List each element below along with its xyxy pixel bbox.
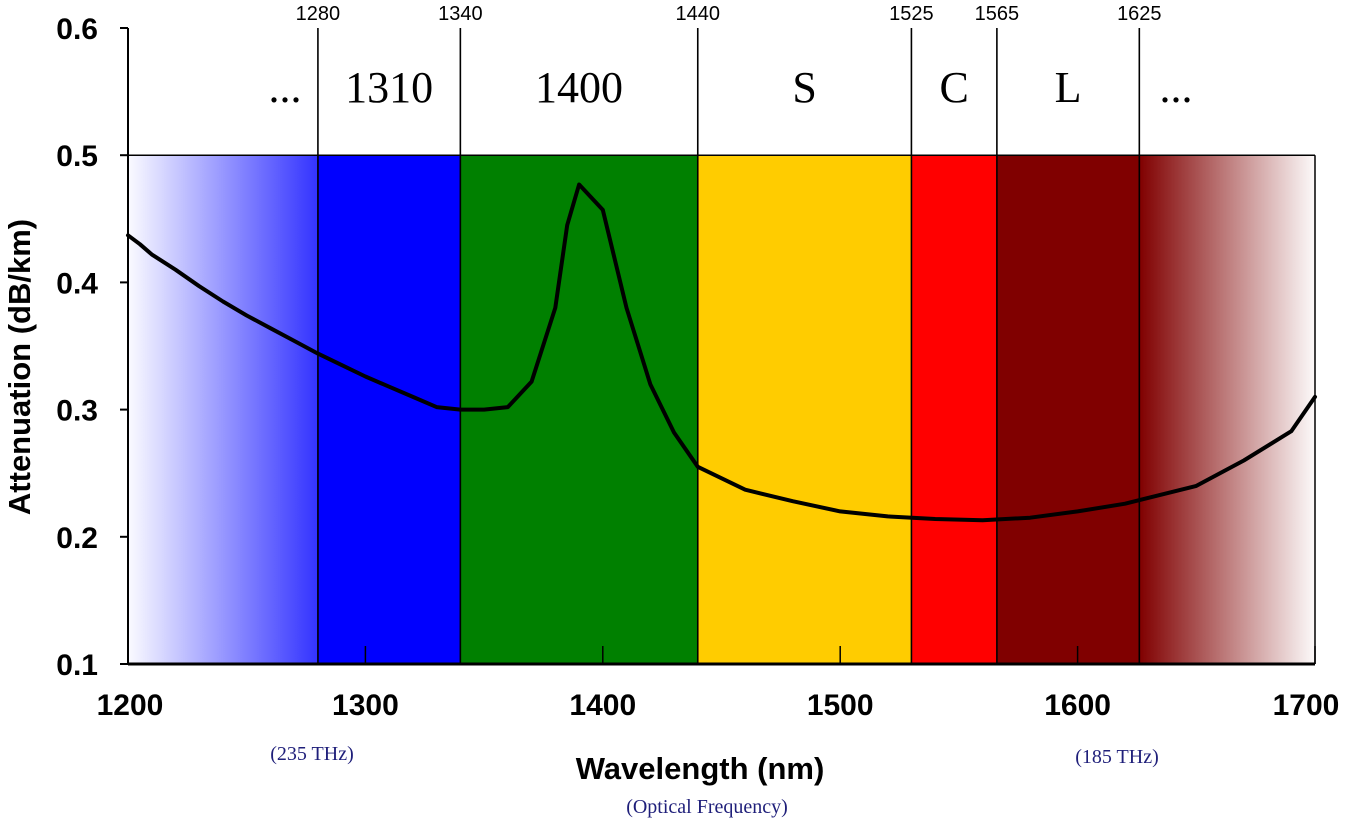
band-region-3: [697, 155, 912, 664]
band-label-5: L: [1055, 63, 1082, 112]
band-region-6: [1139, 155, 1315, 664]
y-tick-label-0: 0.1: [56, 649, 98, 682]
y-tick-labels: 0.1 0.2 0.3 0.4 0.5 0.6: [56, 13, 128, 682]
band-boundary-label-0: 1280: [296, 3, 341, 25]
band-boundary-label-5: 1625: [1117, 3, 1162, 25]
y-tick-label-1: 0.2: [56, 522, 98, 555]
x-tick-label-3: 1500: [807, 689, 874, 722]
band-boundaries: 1280 1340 1440 1525 1565 1625: [296, 3, 1162, 664]
band-boundary-label-4: 1565: [975, 3, 1020, 25]
x-tick-label-5: 1700: [1273, 689, 1340, 722]
band-boundary-label-3: 1525: [889, 3, 934, 25]
band-region-4: [911, 155, 997, 664]
x-tick-label-1: 1300: [332, 689, 399, 722]
y-tick-label-2: 0.3: [56, 395, 98, 428]
band-label-0: ...: [269, 63, 302, 112]
band-region-1: [317, 155, 461, 664]
x-tick-label-4: 1600: [1044, 689, 1111, 722]
x-tick-label-0: 1200: [97, 689, 164, 722]
x-tick-labels: 1200 1300 1400 1500 1600 1700: [97, 646, 1340, 722]
optical-frequency-label: (Optical Frequency): [626, 796, 788, 818]
attenuation-series: [126, 182, 1317, 523]
band-region-5: [996, 155, 1140, 664]
band-label-2: 1400: [535, 63, 623, 112]
band-regions: [128, 155, 1315, 664]
x-axis-title: Wavelength (nm): [576, 751, 825, 786]
band-label-1: 1310: [345, 63, 433, 112]
band-labels: ... 1310 1400 S C L...: [269, 63, 1193, 112]
band-label-6: ...: [1160, 63, 1193, 112]
x-tick-label-2: 1400: [569, 689, 636, 722]
frequency-label-right: (185 THz): [1075, 746, 1159, 768]
band-region-0: [128, 155, 318, 664]
y-tick-label-3: 0.4: [56, 267, 98, 300]
band-label-4: C: [939, 63, 968, 112]
frequency-label-left: (235 THz): [270, 743, 354, 765]
band-label-3: S: [792, 63, 816, 112]
band-boundary-label-2: 1440: [676, 3, 721, 25]
y-axis-title: Attenuation (dB/km): [2, 219, 37, 515]
axes: [127, 28, 1315, 666]
plot-frame: [128, 154, 1316, 664]
attenuation-curve-0: [126, 182, 1317, 523]
y-tick-label-4: 0.5: [56, 140, 98, 173]
band-boundary-label-1: 1340: [438, 3, 483, 25]
y-tick-label-5: 0.6: [56, 13, 98, 46]
